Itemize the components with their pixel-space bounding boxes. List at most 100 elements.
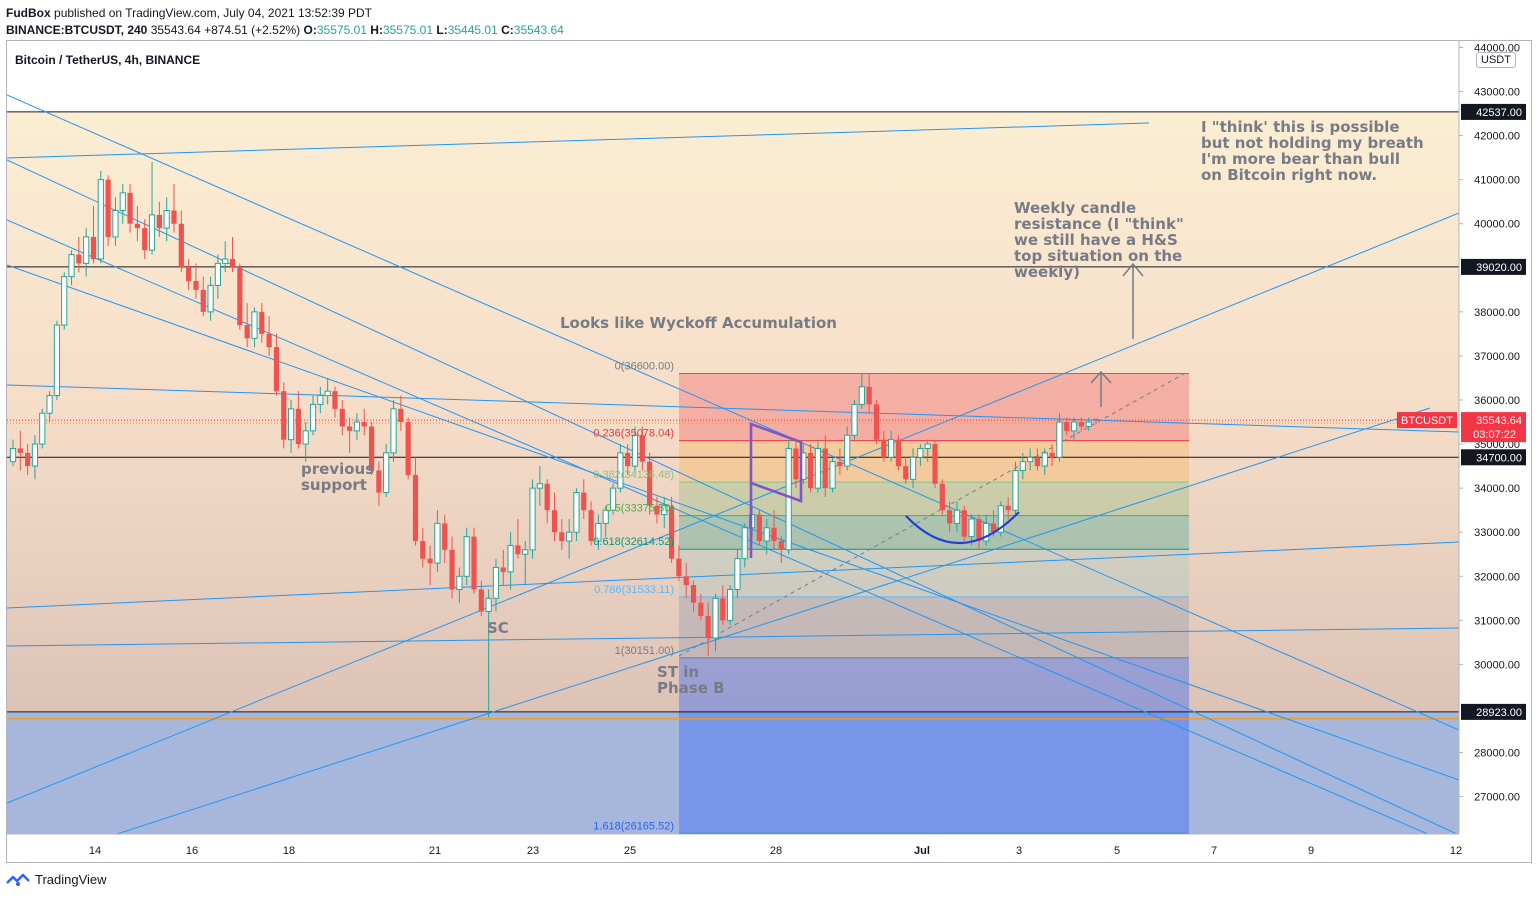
candle bbox=[361, 408, 367, 436]
key-level-label: 28923.00 bbox=[1476, 707, 1522, 719]
candle-body bbox=[39, 412, 46, 445]
candle-body bbox=[551, 510, 558, 533]
candle bbox=[961, 505, 967, 542]
candle-body bbox=[654, 505, 660, 515]
candle-body bbox=[127, 192, 133, 224]
candle bbox=[968, 514, 975, 546]
candle bbox=[485, 589, 492, 718]
candle-body bbox=[200, 289, 206, 312]
candle bbox=[793, 439, 799, 489]
candle-body bbox=[405, 422, 411, 475]
candle-body bbox=[1070, 421, 1078, 432]
candle bbox=[1041, 448, 1048, 475]
candle bbox=[281, 382, 287, 449]
candle bbox=[427, 545, 433, 586]
candle bbox=[924, 439, 931, 462]
candle bbox=[134, 206, 140, 242]
x-tick-label: Jul bbox=[914, 845, 930, 857]
candle bbox=[105, 175, 111, 246]
weekly-resistance-annotation: top situation on the bbox=[1014, 247, 1182, 265]
candle bbox=[97, 170, 104, 264]
candle bbox=[625, 444, 631, 475]
candle bbox=[61, 272, 68, 330]
candle-body bbox=[947, 510, 953, 524]
candle-body bbox=[90, 236, 97, 259]
candle-body bbox=[309, 403, 317, 432]
candle-body bbox=[229, 258, 236, 268]
candle bbox=[222, 241, 229, 273]
candle bbox=[148, 162, 156, 255]
candle-body bbox=[1085, 421, 1092, 427]
candle bbox=[244, 303, 250, 348]
candle-body bbox=[668, 505, 675, 559]
candle bbox=[507, 532, 514, 590]
x-tick-label: 28 bbox=[770, 845, 782, 857]
candle-body bbox=[917, 447, 924, 458]
candle-body bbox=[631, 434, 639, 467]
weekly-resistance-annotation: weekly) bbox=[1014, 263, 1080, 281]
x-tick-label: 16 bbox=[186, 845, 198, 857]
y-tick-label: 30000.00 bbox=[1474, 659, 1520, 671]
currency-badge[interactable]: USDT bbox=[1476, 52, 1516, 68]
candle bbox=[1093, 418, 1099, 425]
trendline bbox=[7, 219, 1429, 834]
candle-body bbox=[68, 254, 75, 278]
candle bbox=[119, 184, 126, 224]
candle-body bbox=[259, 311, 265, 334]
candle-body bbox=[281, 391, 287, 440]
candle bbox=[756, 510, 762, 546]
candle-body bbox=[976, 518, 982, 542]
y-tick-label: 27000.00 bbox=[1474, 792, 1520, 804]
price-badge bbox=[1461, 412, 1526, 443]
candle bbox=[829, 457, 836, 493]
candle bbox=[251, 307, 258, 348]
candle-body bbox=[442, 523, 448, 550]
rounded-bottom-arc bbox=[905, 511, 1020, 545]
key-level-label: 39020.00 bbox=[1476, 262, 1522, 274]
candle bbox=[631, 426, 639, 475]
think-possible-annotation: but not holding my breath bbox=[1201, 134, 1424, 152]
y-tick-label: 42000.00 bbox=[1474, 131, 1520, 143]
candle bbox=[383, 444, 390, 497]
x-tick-label: 12 bbox=[1450, 845, 1462, 857]
candle bbox=[471, 527, 477, 594]
candle-body bbox=[727, 589, 734, 621]
fib-level-label: 0.236(35078.04) bbox=[593, 428, 674, 440]
published-text: published on TradingView.com, July 04, 2… bbox=[54, 6, 372, 20]
candle-body bbox=[266, 333, 272, 348]
fib-zone bbox=[679, 596, 1189, 658]
candle bbox=[398, 395, 404, 431]
candle bbox=[127, 184, 133, 233]
candle bbox=[46, 391, 53, 423]
candle bbox=[595, 514, 602, 550]
chart-frame[interactable] bbox=[6, 40, 1532, 863]
candle bbox=[1070, 417, 1078, 440]
candle bbox=[339, 400, 345, 436]
candle-body bbox=[507, 544, 514, 573]
candle-body bbox=[522, 549, 529, 555]
fib-zone bbox=[679, 549, 1189, 597]
publisher-name[interactable]: FudBox bbox=[6, 6, 51, 20]
price-change: +874.51 (+2.52%) bbox=[204, 23, 301, 37]
weekly-resistance-annotation: we still have a H&S bbox=[1014, 231, 1178, 249]
key-level-badge bbox=[1461, 258, 1526, 275]
candle bbox=[647, 452, 653, 515]
candle-body bbox=[119, 192, 126, 211]
candle bbox=[368, 422, 375, 475]
tradingview-footer[interactable]: TradingView bbox=[6, 872, 107, 887]
candle bbox=[712, 593, 719, 652]
candle-body bbox=[61, 276, 68, 326]
tradingview-logo-icon bbox=[6, 873, 30, 886]
y-tick-label: 38000.00 bbox=[1474, 307, 1520, 319]
candle-body bbox=[295, 408, 301, 445]
candle-body bbox=[997, 505, 1004, 533]
candle bbox=[881, 430, 887, 462]
candle-body bbox=[383, 452, 390, 494]
candle-body bbox=[478, 589, 484, 612]
previous-support-annotation: support bbox=[301, 476, 367, 494]
candle bbox=[1078, 417, 1084, 431]
candle-body bbox=[368, 426, 375, 471]
candle bbox=[434, 510, 441, 572]
fib-level-label: 1(30151.00) bbox=[615, 645, 674, 657]
